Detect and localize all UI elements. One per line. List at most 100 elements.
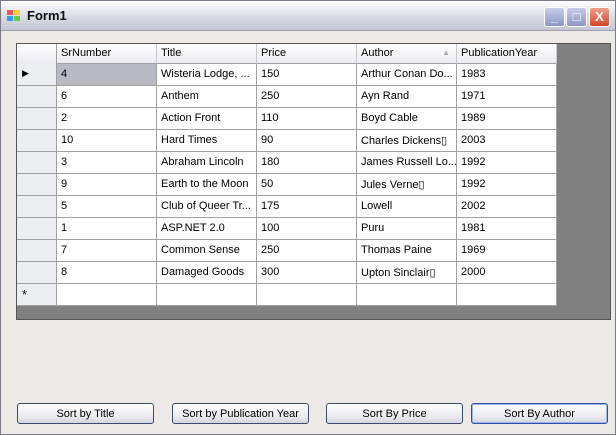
row-header[interactable] <box>17 262 57 284</box>
grid-cell[interactable]: ASP.NET 2.0 <box>157 218 257 240</box>
table-row[interactable]: 6 Anthem 250 Ayn Rand 1971 <box>17 86 557 108</box>
grid-cell[interactable]: 2003 <box>457 130 557 152</box>
grid-cell[interactable]: 1992 <box>457 152 557 174</box>
table-row[interactable]: 7 Common Sense 250 Thomas Paine 1969 <box>17 240 557 262</box>
grid-cell[interactable]: Upton Sinclair▯ <box>357 262 457 284</box>
grid-cell[interactable]: Action Front <box>157 108 257 130</box>
grid-cell[interactable]: Charles Dickens▯ <box>357 130 457 152</box>
grid-cell[interactable] <box>257 284 357 306</box>
grid-cell[interactable]: 1969 <box>457 240 557 262</box>
sort-by-price-button[interactable]: Sort By Price <box>326 403 463 424</box>
window-title: Form1 <box>27 8 67 23</box>
row-header[interactable]: ▶ <box>17 64 57 86</box>
grid-cell[interactable]: 2 <box>57 108 157 130</box>
grid-cell[interactable]: Lowell <box>357 196 457 218</box>
grid-cell[interactable]: 250 <box>257 240 357 262</box>
grid-cell[interactable]: Arthur Conan Do... <box>357 64 457 86</box>
grid-cell[interactable]: 110 <box>257 108 357 130</box>
title-bar[interactable]: Form1 _ □ X <box>1 1 615 31</box>
grid-cell[interactable]: Common Sense <box>157 240 257 262</box>
grid-cell[interactable]: 1989 <box>457 108 557 130</box>
grid-cell[interactable]: 10 <box>57 130 157 152</box>
row-header[interactable] <box>17 108 57 130</box>
grid-cell[interactable] <box>57 284 157 306</box>
grid-cell[interactable] <box>457 284 557 306</box>
grid-cell[interactable]: 1983 <box>457 64 557 86</box>
grid-cell[interactable]: Abraham Lincoln <box>157 152 257 174</box>
grid-cell[interactable]: Club of Queer Tr... <box>157 196 257 218</box>
sort-ascending-icon: ▲ <box>442 48 450 57</box>
grid-cell[interactable]: 5 <box>57 196 157 218</box>
row-header[interactable] <box>17 240 57 262</box>
table-row[interactable]: 5 Club of Queer Tr... 175 Lowell 2002 <box>17 196 557 218</box>
grid-cell[interactable]: Anthem <box>157 86 257 108</box>
column-header-label: SrNumber <box>61 47 112 59</box>
grid-cell[interactable]: 180 <box>257 152 357 174</box>
grid-cell[interactable]: 175 <box>257 196 357 218</box>
sort-by-title-button[interactable]: Sort by Title <box>17 403 154 424</box>
grid-cell[interactable]: 1992 <box>457 174 557 196</box>
grid-cell[interactable]: Wisteria Lodge, ... <box>157 64 257 86</box>
row-header[interactable]: * <box>17 284 57 306</box>
grid-corner-header[interactable] <box>17 44 57 64</box>
grid-cell[interactable]: 1 <box>57 218 157 240</box>
row-header[interactable] <box>17 86 57 108</box>
table-row[interactable]: 8 Damaged Goods 300 Upton Sinclair▯ 2000 <box>17 262 557 284</box>
grid-cell[interactable]: Ayn Rand <box>357 86 457 108</box>
minimize-button[interactable]: _ <box>544 7 565 27</box>
table-row[interactable]: 2 Action Front 110 Boyd Cable 1989 <box>17 108 557 130</box>
grid-cell[interactable]: 150 <box>257 64 357 86</box>
grid-cell[interactable]: Damaged Goods <box>157 262 257 284</box>
row-header[interactable] <box>17 174 57 196</box>
new-row[interactable]: * <box>17 284 557 306</box>
close-button[interactable]: X <box>589 7 610 27</box>
grid-cell[interactable]: Jules Verne▯ <box>357 174 457 196</box>
grid-cell[interactable]: 250 <box>257 86 357 108</box>
column-header-price[interactable]: Price <box>257 44 357 64</box>
grid-cell[interactable]: Puru <box>357 218 457 240</box>
grid-cell[interactable]: 9 <box>57 174 157 196</box>
column-header-srnumber[interactable]: SrNumber <box>57 44 157 64</box>
table-row[interactable]: 1 ASP.NET 2.0 100 Puru 1981 <box>17 218 557 240</box>
sort-by-publication-year-button[interactable]: Sort by Publication Year <box>172 403 309 424</box>
grid-cell[interactable]: 2002 <box>457 196 557 218</box>
grid-cell[interactable]: 90 <box>257 130 357 152</box>
grid-cell[interactable]: Thomas Paine <box>357 240 457 262</box>
table-row[interactable]: ▶ 4 Wisteria Lodge, ... 150 Arthur Conan Do.… <box>17 64 557 86</box>
grid-cell[interactable]: 100 <box>257 218 357 240</box>
column-header-label: PublicationYear <box>461 47 538 59</box>
grid-cell[interactable]: 1981 <box>457 218 557 240</box>
table-row[interactable]: 9 Earth to the Moon 50 Jules Verne▯ 1992 <box>17 174 557 196</box>
table-row[interactable]: 3 Abraham Lincoln 180 James Russell Lo... 19… <box>17 152 557 174</box>
sort-by-author-button[interactable]: Sort By Author <box>471 403 608 424</box>
maximize-button[interactable]: □ <box>566 7 587 27</box>
row-header[interactable] <box>17 196 57 218</box>
data-grid[interactable]: SrNumber Title Price Author ▲ PublicationYear… <box>16 43 611 320</box>
row-header[interactable] <box>17 218 57 240</box>
table-row[interactable]: 10 Hard Times 90 Charles Dickens▯ 2003 <box>17 130 557 152</box>
grid-cell[interactable]: 2000 <box>457 262 557 284</box>
grid-cell[interactable] <box>357 284 457 306</box>
grid-cell[interactable]: 1971 <box>457 86 557 108</box>
grid-cell[interactable]: 4 <box>57 64 157 86</box>
grid-cell[interactable]: 3 <box>57 152 157 174</box>
grid-cell[interactable] <box>157 284 257 306</box>
grid-header-row: SrNumber Title Price Author ▲ PublicationYear <box>17 44 557 64</box>
row-header[interactable] <box>17 152 57 174</box>
column-header-label: Author <box>361 47 394 59</box>
row-header[interactable] <box>17 130 57 152</box>
grid-cell[interactable]: 8 <box>57 262 157 284</box>
grid-cell[interactable]: 50 <box>257 174 357 196</box>
grid-cell[interactable]: Boyd Cable <box>357 108 457 130</box>
grid-cell[interactable]: 300 <box>257 262 357 284</box>
grid-cell[interactable]: Earth to the Moon <box>157 174 257 196</box>
grid-cell[interactable]: James Russell Lo... <box>357 152 457 174</box>
grid-cell[interactable]: Hard Times <box>157 130 257 152</box>
column-header-author[interactable]: Author ▲ <box>357 44 457 64</box>
column-header-publicationyear[interactable]: PublicationYear <box>457 44 557 64</box>
grid-cell[interactable]: 7 <box>57 240 157 262</box>
column-header-title[interactable]: Title <box>157 44 257 64</box>
column-header-label: Price <box>261 47 287 59</box>
grid-cell[interactable]: 6 <box>57 86 157 108</box>
